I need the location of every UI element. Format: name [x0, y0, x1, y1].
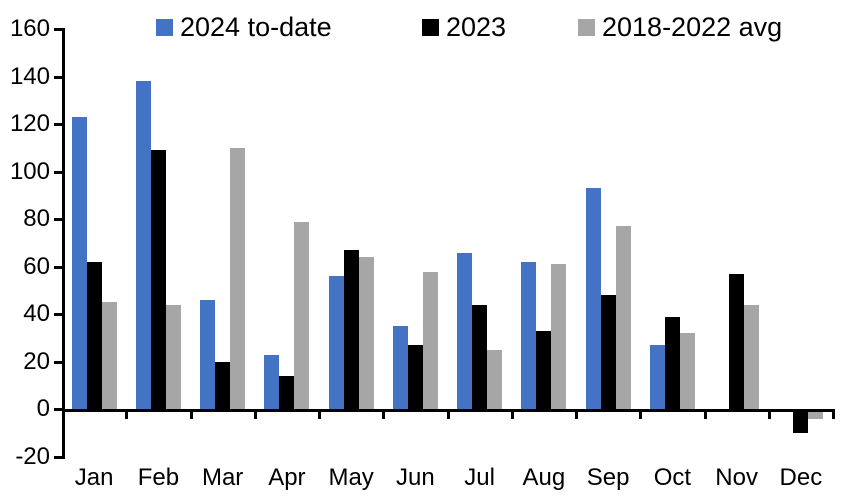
x-tick-label-dec: Dec	[779, 464, 823, 491]
bar-2024-to-date-may	[328, 276, 344, 410]
y-tick-label: 80	[23, 205, 50, 233]
y-axis	[62, 28, 65, 459]
y-axis-tick	[54, 456, 62, 459]
y-axis-tick	[54, 313, 62, 317]
x-axis-tick	[189, 409, 193, 420]
y-axis-tick	[54, 28, 62, 31]
bar-2024-to-date-mar	[200, 300, 216, 410]
y-tick-label: -20	[15, 443, 50, 470]
x-axis-tick	[125, 409, 129, 420]
x-tick-label-nov: Nov	[715, 464, 758, 491]
x-axis-tick	[703, 409, 707, 420]
bar-2018-2022-avg-jan	[101, 302, 117, 410]
bar-2023-feb	[150, 150, 166, 410]
bar-2024-to-date-feb	[135, 81, 151, 410]
y-tick-label: 160	[9, 15, 50, 42]
y-axis-tick	[54, 170, 62, 174]
bar-2018-2022-avg-jul	[487, 350, 503, 410]
x-tick-label-feb: Feb	[137, 464, 180, 491]
bar-2018-2022-avg-apr	[294, 221, 310, 410]
bar-2023-jan	[86, 262, 102, 410]
legend-label-2018-2022-avg: 2018-2022 avg	[602, 12, 783, 42]
y-tick-label: 0	[36, 395, 50, 423]
bar-2024-to-date-aug	[521, 262, 537, 410]
bar-2024-to-date-sep	[585, 188, 601, 410]
x-axis-tick	[510, 409, 514, 420]
x-axis-tick	[382, 409, 386, 420]
y-axis-tick	[54, 75, 62, 79]
x-tick-label-jan: Jan	[74, 464, 114, 491]
bar-2018-2022-avg-dec	[808, 409, 824, 419]
bar-2018-2022-avg-jun	[422, 271, 438, 410]
x-axis-tick	[253, 409, 257, 420]
x-axis-tick	[318, 409, 321, 420]
y-axis-tick	[54, 265, 62, 269]
bar-2024-to-date-oct	[649, 345, 665, 410]
legend-swatch-2024-to-date-icon	[156, 19, 173, 36]
x-tick-label-oct: Oct	[653, 464, 692, 491]
bar-2018-2022-avg-mar	[230, 147, 246, 410]
x-tick-label-sep: Sep	[586, 464, 630, 491]
legend-swatch-2018-2022-avg-icon	[578, 19, 595, 36]
x-tick-label-may: May	[328, 464, 374, 491]
bar-2023-oct	[664, 316, 680, 410]
bar-2018-2022-avg-may	[358, 257, 374, 410]
y-tick-label: 20	[23, 347, 50, 375]
bar-2023-jul	[472, 304, 488, 410]
x-tick-label-aug: Aug	[522, 464, 566, 491]
y-tick-label: 40	[23, 300, 50, 328]
legend-label-2023: 2023	[446, 12, 507, 42]
y-axis-tick	[54, 123, 62, 127]
x-tick-label-apr: Apr	[268, 464, 306, 491]
bar-2023-aug	[536, 330, 552, 410]
bar-2018-2022-avg-sep	[615, 226, 631, 410]
x-axis-tick	[639, 409, 643, 420]
bar-2024-to-date-apr	[264, 354, 280, 410]
y-tick-label: 100	[9, 157, 50, 185]
bar-2023-mar	[215, 361, 231, 410]
bar-2024-to-date-jan	[71, 116, 87, 410]
y-axis-tick	[54, 360, 62, 364]
y-tick-label: 60	[23, 252, 50, 280]
bar-2023-nov	[729, 273, 745, 410]
x-tick-label-jul: Jul	[464, 464, 495, 491]
x-axis-tick	[832, 409, 835, 420]
x-axis-tick	[767, 409, 771, 420]
x-axis-tick	[446, 409, 450, 420]
bar-2018-2022-avg-aug	[551, 264, 567, 410]
y-tick-label: 140	[9, 62, 50, 90]
x-tick-label-mar: Mar	[201, 464, 244, 491]
bar-2018-2022-avg-oct	[679, 333, 695, 410]
bar-2023-dec	[793, 409, 809, 434]
bar-2018-2022-avg-feb	[165, 304, 181, 410]
bar-2023-sep	[600, 295, 616, 410]
legend-swatch-2023-icon	[422, 19, 439, 36]
chart-legend: 2024 to-date 2023 2018-2022 avg	[0, 0, 852, 48]
bar-2024-to-date-jun	[392, 326, 408, 410]
legend-label-2024-to-date: 2024 to-date	[180, 12, 332, 42]
bar-2018-2022-avg-nov	[744, 304, 760, 410]
y-axis-tick	[54, 218, 62, 222]
bar-2023-apr	[279, 376, 295, 410]
x-axis-tick	[575, 409, 578, 420]
bar-2023-jun	[407, 345, 423, 410]
y-tick-label: 120	[9, 110, 50, 138]
x-tick-label-jun: Jun	[396, 464, 435, 491]
bar-2024-to-date-jul	[457, 252, 473, 410]
y-axis-tick	[54, 408, 62, 412]
bar-2023-may	[343, 250, 359, 410]
